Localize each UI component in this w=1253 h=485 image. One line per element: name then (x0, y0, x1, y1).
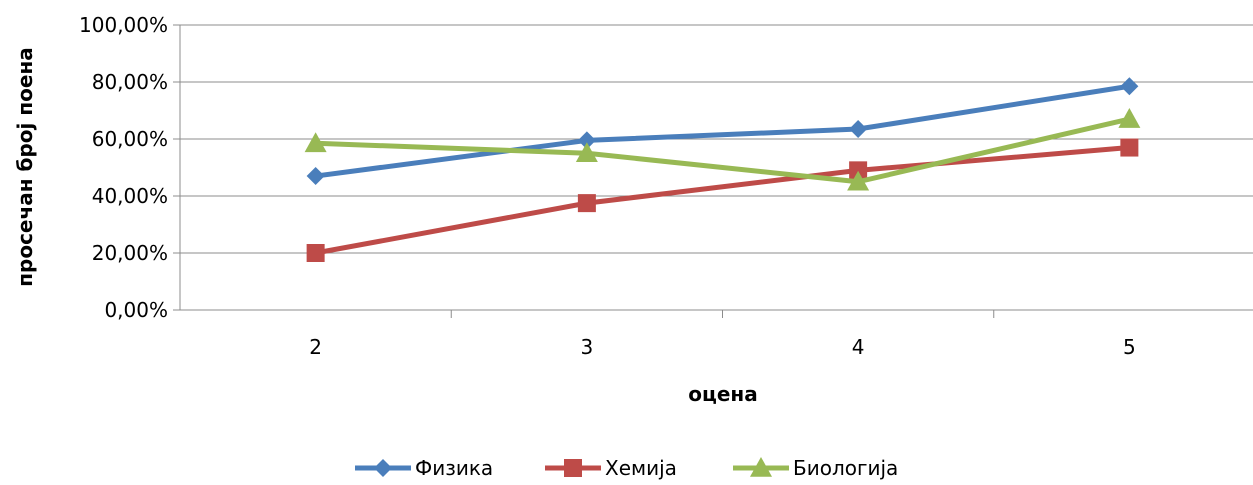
series-square (306, 138, 1139, 262)
legend-item: Физика (355, 456, 493, 480)
series-line (315, 116, 1130, 185)
y-tick-label: 60,00% (92, 127, 168, 151)
y-tick-label: 80,00% (92, 70, 168, 94)
x-tick-label: 2 (309, 335, 322, 359)
data-point (306, 244, 325, 262)
legend-label: Хемија (605, 456, 677, 480)
data-point (575, 142, 598, 163)
legend-item: Хемија (545, 456, 677, 480)
legend-marker (564, 459, 582, 477)
y-axis-title: просечан број поена (13, 47, 37, 287)
y-tick-label: 40,00% (92, 184, 168, 208)
y-tick-label: 100,00% (79, 13, 168, 37)
gridlines (180, 24, 1253, 254)
data-point (849, 120, 868, 139)
x-tick-label: 3 (581, 335, 594, 359)
series-line (315, 83, 1130, 179)
series-layer (304, 77, 1141, 262)
axes (173, 24, 1253, 318)
data-point (577, 131, 596, 150)
data-point (1120, 138, 1139, 157)
series-line (315, 145, 1130, 256)
legend-marker (750, 457, 772, 477)
data-point (1120, 77, 1139, 96)
data-point (577, 194, 596, 213)
y-tick-label: 20,00% (92, 241, 168, 265)
legend-marker (374, 459, 392, 477)
y-tick-label: 0,00% (104, 298, 168, 322)
data-point (306, 167, 325, 186)
legend-label: Биологија (793, 456, 898, 480)
y-axis-ticks: 0,00% 20,00% 40,00% 60,00% 80,00% 100,00% (79, 13, 168, 322)
data-point (847, 170, 870, 191)
series-diamond (306, 77, 1139, 186)
legend-item: Биологија (733, 456, 898, 480)
series-triangle (304, 108, 1141, 191)
legend-label: Физика (415, 456, 493, 480)
data-point (849, 161, 868, 180)
x-tick-label: 5 (1123, 335, 1136, 359)
data-point (304, 132, 327, 153)
data-point (1118, 108, 1141, 128)
legend: Физика Хемија Биологија (355, 456, 898, 480)
x-axis-title: оцена (688, 382, 757, 406)
x-axis-ticks: 2 3 4 5 (309, 335, 1135, 359)
x-tick-label: 4 (852, 335, 865, 359)
